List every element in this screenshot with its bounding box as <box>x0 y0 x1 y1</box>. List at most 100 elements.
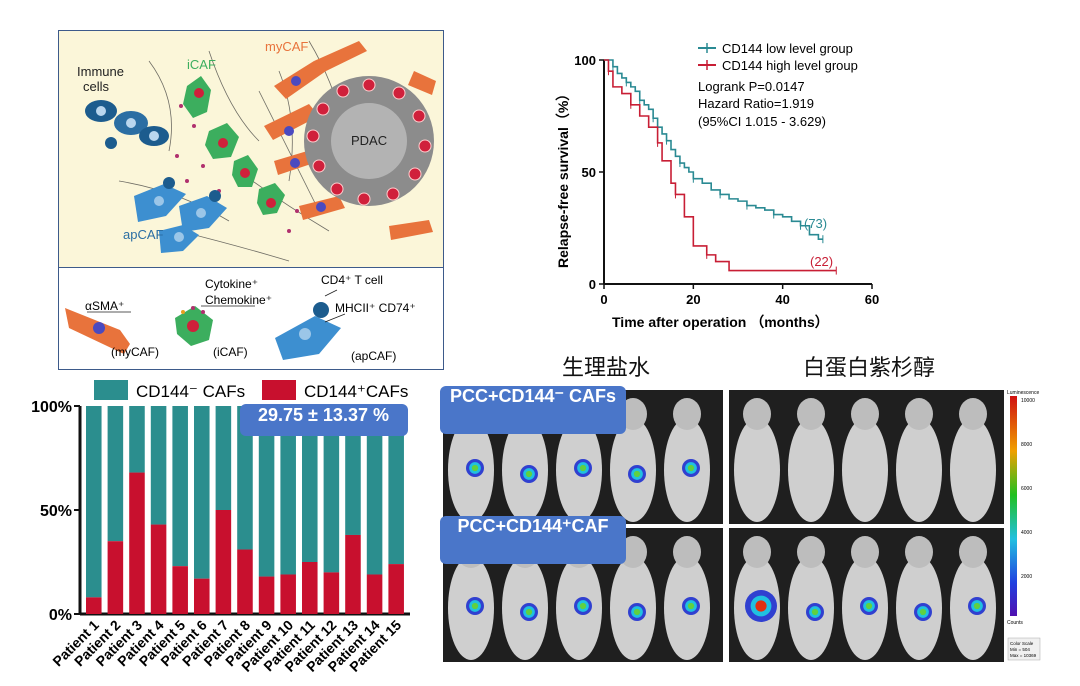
n-low-label: (73) <box>804 216 827 231</box>
legend-mycaf: (myCAF) <box>111 345 159 359</box>
group-tag-neg: PCC+CD144⁻ CAFs <box>440 386 626 434</box>
icaf-illustration <box>183 76 285 215</box>
color-scale-label: Color Scale <box>1010 641 1034 646</box>
n-high-label: (22) <box>810 254 833 269</box>
group-tag-pos-text: PCC+CD144⁺CAF <box>457 516 609 536</box>
legend-swatch-pos <box>262 380 296 400</box>
mean-annotation: 29.75 ± 13.37 % <box>240 404 408 436</box>
bar-cd144-neg <box>237 406 253 550</box>
legend-swatch-neg <box>94 380 128 400</box>
bar-cd144-pos <box>323 572 340 614</box>
mouse-head <box>905 536 933 568</box>
mouse-head <box>743 398 771 430</box>
y-tick-label: 50% <box>40 503 72 520</box>
legend-low-group: CD144 low level group <box>722 41 853 56</box>
bar-cd144-neg <box>366 406 383 575</box>
mouse-head <box>959 536 987 568</box>
label-pdac: PDAC <box>351 133 387 148</box>
survival-legend: CD144 low level group CD144 high level g… <box>698 41 858 73</box>
pdac-illustration <box>304 76 434 206</box>
group-tag-neg-text: PCC+CD144⁻ CAFs <box>449 386 617 406</box>
signal-spot-core <box>525 470 533 478</box>
stacked-bar-chart: CD144⁻ CAFs CD144⁺CAFs 0%50%100%Patient … <box>31 380 410 675</box>
label-icaf: iCAF <box>187 57 216 72</box>
x-axis-label: Time after operation （months） <box>612 314 829 330</box>
y-tick-label: 100% <box>31 399 72 416</box>
luminescence-colorbar: Luminescence 10000 8000 6000 4000 2000 C… <box>1007 390 1041 661</box>
x-tick-label: 20 <box>686 292 700 307</box>
color-scale-min: Min = 504 <box>1010 647 1030 652</box>
signal-spot-core <box>973 602 981 610</box>
bar-cd144-pos <box>215 510 232 614</box>
mouse-body <box>788 418 834 522</box>
y-tick-label: 100 <box>574 53 596 68</box>
bar-cd144-neg <box>280 406 296 575</box>
y-tick-label: 0 <box>589 277 596 292</box>
bar-cd144-pos <box>194 578 210 614</box>
legend-cd4: CD4⁺ T cell <box>321 273 383 287</box>
bar-cd144-pos <box>388 564 404 614</box>
bar-cd144-pos <box>86 597 102 614</box>
signal-spot-core <box>755 600 767 612</box>
bar-cd144-neg <box>107 406 124 542</box>
colorbar-tick-8000: 8000 <box>1021 442 1032 448</box>
label-immune: Immune <box>77 64 124 79</box>
title-paclitaxel: 白蛋白紫杉醇 <box>803 356 936 381</box>
panel-saline-pos <box>443 528 723 662</box>
bar-cd144-pos <box>280 574 296 614</box>
signal-spot-core <box>687 464 695 472</box>
legend-high-group: CD144 high level group <box>722 58 858 73</box>
mouse-body <box>734 418 780 522</box>
mouse-head <box>851 536 879 568</box>
schematic-divider <box>59 267 443 269</box>
stat-ci: (95%CI 1.015 - 3.629) <box>698 114 826 129</box>
mouse-body <box>842 418 888 522</box>
legend-neg-label: CD144⁻ CAFs <box>136 382 245 401</box>
signal-spot-core <box>471 602 479 610</box>
caf-illustration: Immune cells iCAF myCAF PDAC apCAF <box>77 39 436 262</box>
x-tick-label: 0 <box>600 292 607 307</box>
bar-cd144-pos <box>129 472 145 614</box>
apcaf-illustration <box>134 177 227 253</box>
mouse-head <box>619 398 647 430</box>
bar-cd144-pos <box>366 574 383 614</box>
bar-cd144-pos <box>237 549 253 614</box>
signal-spot-core <box>811 608 819 616</box>
bar-cd144-neg <box>302 406 318 562</box>
signal-spot-core <box>525 608 533 616</box>
mouse-head <box>797 398 825 430</box>
bar-cd144-pos <box>258 576 275 614</box>
signal-spot-core <box>579 464 587 472</box>
bar-cd144-neg <box>258 406 275 577</box>
stat-hazard-ratio: Hazard Ratio=1.919 <box>698 96 814 111</box>
mouse-head <box>743 536 771 568</box>
signal-spot-core <box>633 608 641 616</box>
colorbar-tick-2000: 2000 <box>1021 574 1032 580</box>
bar-cd144-neg <box>129 406 145 473</box>
group-tag-pos: PCC+CD144⁺CAF <box>440 516 626 564</box>
colorbar-tick-4000: 4000 <box>1021 530 1032 536</box>
legend-mhc: MHCII⁺ CD74⁺ <box>335 301 416 315</box>
mouse-head <box>905 398 933 430</box>
bar-cd144-pos <box>345 534 361 614</box>
signal-spot-core <box>471 464 479 472</box>
y-tick-label: 0% <box>49 607 72 624</box>
legend-pos-label: CD144⁺CAFs <box>304 382 408 401</box>
y-tick-label: 50 <box>582 165 596 180</box>
colorbar-title: Luminescence <box>1007 390 1039 396</box>
signal-spot-core <box>579 602 587 610</box>
mouse-body <box>896 418 942 522</box>
colorbar-gradient <box>1010 396 1017 616</box>
bar-cd144-pos <box>150 524 167 614</box>
legend-icaf: (iCAF) <box>213 345 248 359</box>
signal-spot-core <box>687 602 695 610</box>
bar-cd144-neg <box>215 406 232 510</box>
schematic-legend: αSMA⁺ (myCAF) Cytokine⁺ Chemokine⁺ (iCAF… <box>59 268 443 369</box>
immune-cells-illustration <box>85 100 169 149</box>
panel-drug-neg <box>729 390 1004 524</box>
survival-chart: 0 20 40 60 0 50 100 CD144 low level group CD14… <box>555 41 879 330</box>
mouse-head <box>797 536 825 568</box>
bar-cd144-neg <box>150 406 167 525</box>
bar-cd144-neg <box>345 406 361 535</box>
bar-cd144-neg <box>388 406 404 565</box>
